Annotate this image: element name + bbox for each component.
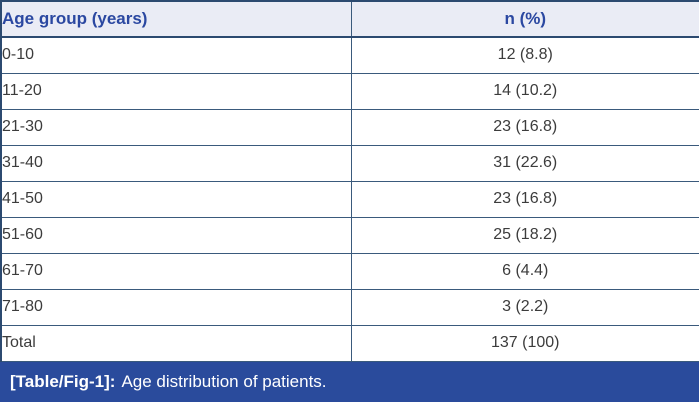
cell-age-group: Total <box>0 324 352 362</box>
caption-label: [Table/Fig-1]: <box>10 371 116 391</box>
caption-text: Age distribution of patients. <box>121 371 327 391</box>
cell-n-pct: 25 (18.2) <box>350 216 699 254</box>
cell-age-group: 11-20 <box>0 72 352 110</box>
cell-age-group: 51-60 <box>0 216 352 254</box>
header-cell-age-group: Age group (years) <box>0 0 352 38</box>
header-cell-n-pct: n (%) <box>350 0 699 38</box>
age-distribution-table: Age group (years) n (%) 0-10 12 (8.8) 11… <box>0 0 699 362</box>
table-row: 11-20 14 (10.2) <box>0 72 699 110</box>
table-row: 21-30 23 (16.8) <box>0 108 699 146</box>
cell-age-group: 41-50 <box>0 180 352 218</box>
table-row: 41-50 23 (16.8) <box>0 180 699 218</box>
table-row: 61-70 6 (4.4) <box>0 252 699 290</box>
cell-n-pct: 6 (4.4) <box>350 252 699 290</box>
cell-n-pct: 31 (22.6) <box>350 144 699 182</box>
table-row: 51-60 25 (18.2) <box>0 216 699 254</box>
cell-age-group: 31-40 <box>0 144 352 182</box>
cell-n-pct: 14 (10.2) <box>350 72 699 110</box>
cell-age-group: 21-30 <box>0 108 352 146</box>
cell-age-group: 71-80 <box>0 288 352 326</box>
header-row: Age group (years) n (%) <box>0 0 699 38</box>
cell-age-group: 61-70 <box>0 252 352 290</box>
table-row: 71-80 3 (2.2) <box>0 288 699 326</box>
table-row-total: Total 137 (100) <box>0 324 699 362</box>
cell-age-group: 0-10 <box>0 36 352 74</box>
table-row: 0-10 12 (8.8) <box>0 36 699 74</box>
table-row: 31-40 31 (22.6) <box>0 144 699 182</box>
cell-n-pct: 23 (16.8) <box>350 180 699 218</box>
cell-n-pct: 137 (100) <box>350 324 699 362</box>
cell-n-pct: 12 (8.8) <box>350 36 699 74</box>
caption-bar: [Table/Fig-1]: Age distribution of patie… <box>0 361 699 402</box>
cell-n-pct: 23 (16.8) <box>350 108 699 146</box>
cell-n-pct: 3 (2.2) <box>350 288 699 326</box>
